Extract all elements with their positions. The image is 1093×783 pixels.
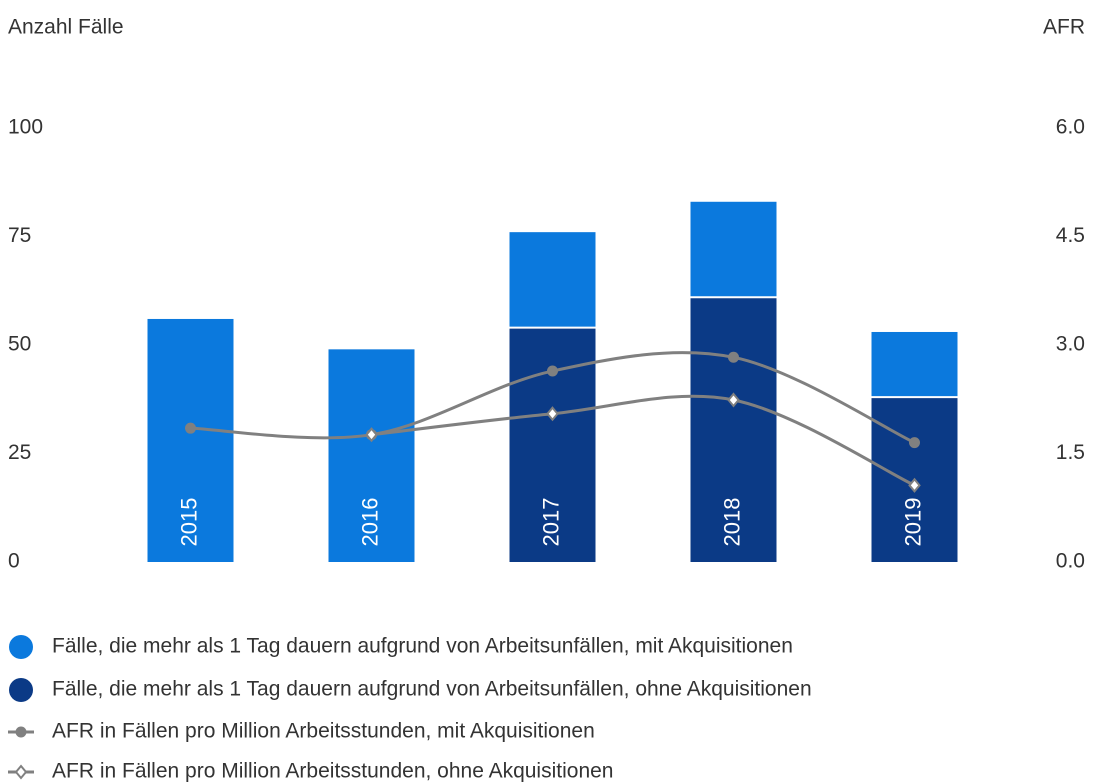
bar-segment xyxy=(328,349,415,562)
y2-tick-label: 1.5 xyxy=(1056,441,1085,464)
y2-tick-label: 3.0 xyxy=(1056,333,1085,356)
y2-axis-label: AFR xyxy=(1043,16,1085,39)
category-label: 2016 xyxy=(357,498,382,547)
line-marker xyxy=(185,422,196,434)
line-marker xyxy=(546,406,559,422)
bar-segment xyxy=(690,201,777,298)
legend-label: AFR in Fällen pro Million Arbeitsstunden… xyxy=(52,720,595,743)
line-marker xyxy=(727,392,740,408)
bar-segment xyxy=(871,331,958,398)
y-tick-label: 100 xyxy=(8,116,43,139)
legend-label: AFR in Fällen pro Million Arbeitsstunden… xyxy=(52,760,613,783)
category-label: 2015 xyxy=(176,498,201,547)
category-label: 2018 xyxy=(719,498,744,547)
y-axis-label: Anzahl Fälle xyxy=(8,16,124,39)
legend-marker xyxy=(14,764,28,780)
line-marker xyxy=(908,477,921,493)
line-marker xyxy=(909,437,920,449)
bar-segment xyxy=(147,318,234,562)
y-tick-label: 50 xyxy=(8,333,31,356)
y-tick-label: 0 xyxy=(8,550,20,573)
bar-segment xyxy=(509,232,596,328)
legend-label: Fälle, die mehr als 1 Tag dauern aufgrun… xyxy=(52,635,793,658)
legend-swatch xyxy=(9,678,33,702)
category-label: 2019 xyxy=(900,498,925,547)
y2-tick-label: 4.5 xyxy=(1056,224,1085,247)
legend-label: Fälle, die mehr als 1 Tag dauern aufgrun… xyxy=(52,678,812,701)
legend-marker xyxy=(15,726,27,738)
y-tick-label: 75 xyxy=(8,224,31,247)
category-label: 2017 xyxy=(538,498,563,547)
y-tick-label: 25 xyxy=(8,441,31,464)
line-marker xyxy=(728,351,739,363)
bar-segment xyxy=(690,297,777,562)
legend-swatch xyxy=(9,635,33,659)
y2-tick-label: 0.0 xyxy=(1056,550,1085,573)
line xyxy=(371,394,916,487)
y2-tick-label: 6.0 xyxy=(1056,116,1085,139)
line-marker xyxy=(547,365,558,377)
line-marker xyxy=(365,427,378,443)
